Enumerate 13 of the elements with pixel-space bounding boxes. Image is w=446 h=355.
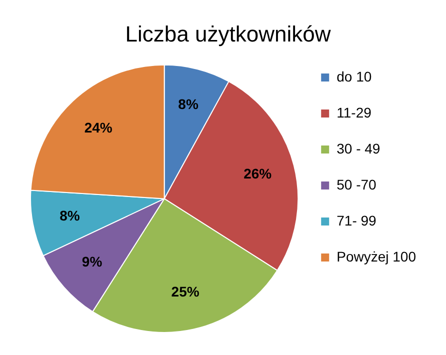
legend-label: 50 -70	[336, 176, 377, 192]
legend-label: 30 - 49	[336, 140, 380, 156]
legend-label: 71- 99	[336, 212, 377, 228]
legend-label: Powyżej 100	[336, 248, 416, 264]
data-label: 8%	[60, 208, 80, 224]
data-label: 24%	[84, 119, 113, 136]
data-label: 8%	[178, 96, 199, 112]
legend-label: do 10	[336, 68, 372, 84]
chart-title: Liczba użytkowników	[125, 21, 331, 46]
data-label: 9%	[82, 253, 103, 270]
data-label: 25%	[171, 284, 200, 300]
data-label: 26%	[244, 166, 272, 182]
legend-label: 11-29	[336, 104, 372, 120]
